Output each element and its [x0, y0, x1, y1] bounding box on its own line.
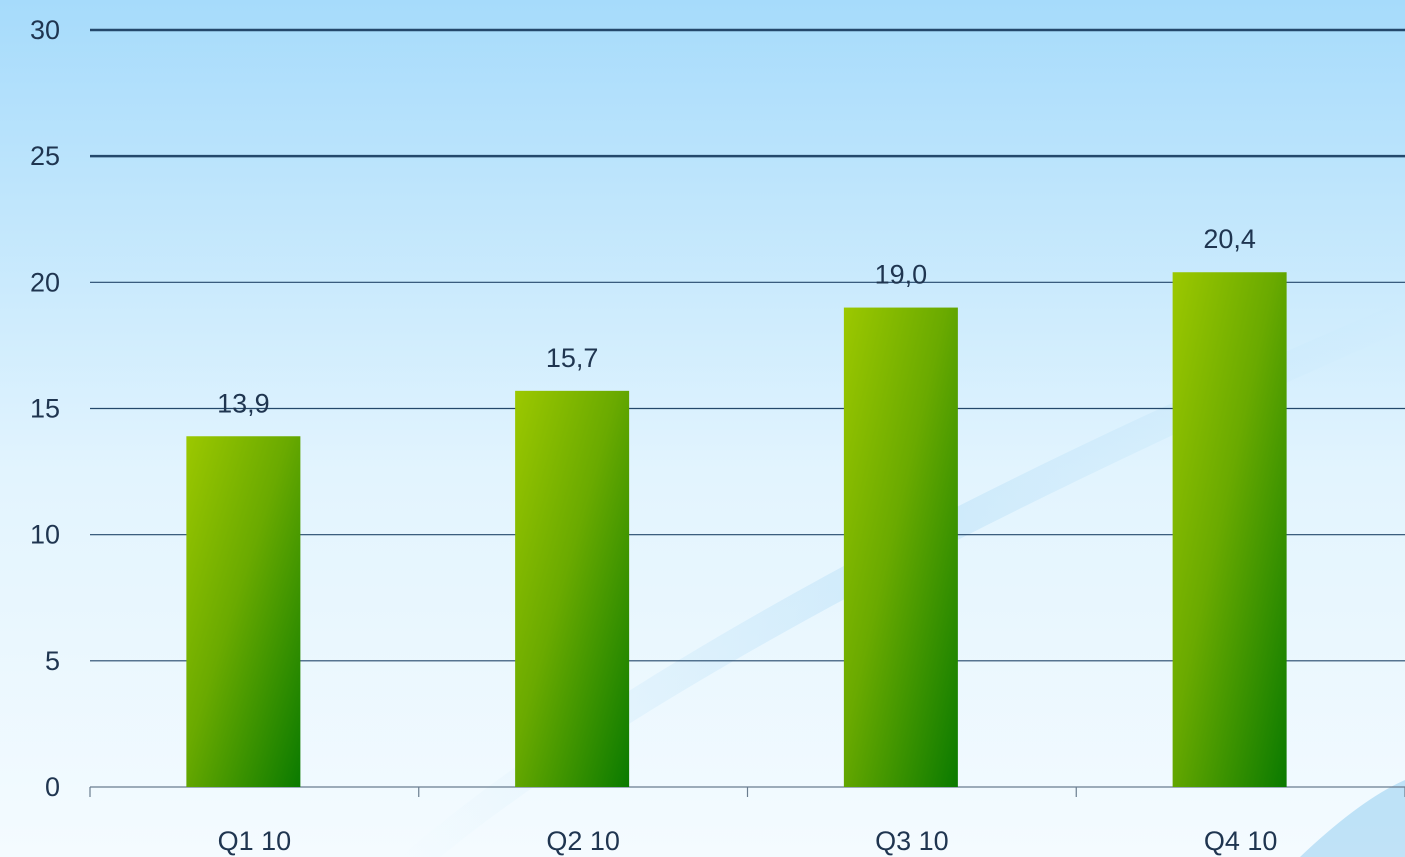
bar-q1-10: [186, 436, 301, 787]
y-tick-label: 15: [30, 394, 60, 424]
y-tick-label: 0: [45, 772, 60, 802]
x-tick-label: Q3 10: [875, 826, 949, 856]
y-tick-label: 20: [30, 267, 60, 297]
bar-q2-10: [515, 390, 630, 787]
background-streak: [400, 300, 1405, 857]
bar-q4-10: [1172, 272, 1287, 787]
bars: [186, 272, 1287, 787]
y-tick-label: 10: [30, 520, 60, 550]
y-axis-tick-labels: 0 5 10 15 20 25 30: [30, 15, 60, 802]
bar-q3-10: [843, 307, 958, 787]
data-label: 20,4: [1203, 224, 1256, 254]
x-tick-label: Q2 10: [546, 826, 620, 856]
y-tick-label: 25: [30, 141, 60, 171]
x-tick-label: Q1 10: [218, 826, 292, 856]
y-tick-label: 30: [30, 15, 60, 45]
data-label: 19,0: [875, 260, 928, 290]
x-tick-label: Q4 10: [1204, 826, 1278, 856]
x-axis-tick-labels: Q1 10 Q2 10 Q3 10 Q4 10: [218, 826, 1278, 856]
background-corner-swoosh: [1300, 780, 1405, 857]
y-tick-label: 5: [45, 646, 60, 676]
data-label: 15,7: [546, 343, 599, 373]
data-labels: 13,9 15,7 19,0 20,4: [217, 224, 1256, 418]
data-label: 13,9: [217, 388, 270, 418]
